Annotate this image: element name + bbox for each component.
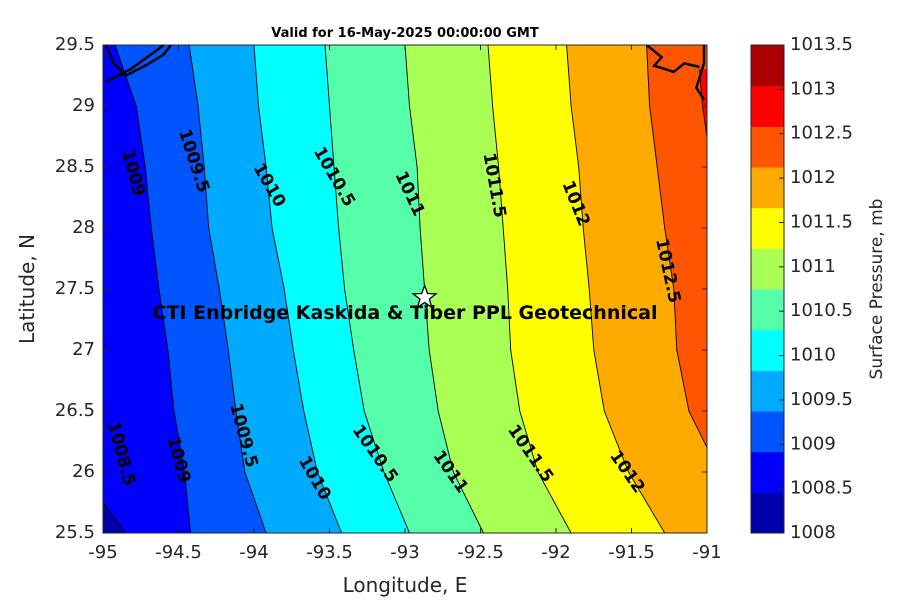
colorbar-segment [751, 411, 784, 453]
y-tick-label: 29 [72, 95, 95, 116]
y-tick-label: 27 [72, 339, 95, 360]
colorbar-tick-label: 1012.5 [790, 123, 853, 144]
colorbar-label: Surface Pressure, mb [867, 199, 887, 380]
colorbar-tick-label: 1013 [790, 78, 836, 99]
x-axis-ticks: -95 -94.5 -94 -93.5 -93 -92.5 -92 -91.5 -91 [88, 45, 722, 563]
colorbar-segment [751, 85, 784, 127]
site-annotation: CTI Enbridge Kaskida & Tiber PPL Geotech… [153, 302, 658, 324]
contour-line-1011.5 [487, 45, 572, 533]
y-axis-ticks: 25.5 26 26.5 27 27.5 28 28.5 29 29.5 [55, 34, 707, 543]
contour-lines [103, 45, 707, 533]
colorbar-tick-label: 1013.5 [790, 34, 853, 55]
colorbar-tick-label: 1010.5 [790, 300, 853, 321]
coastline-segment [104, 45, 172, 78]
coastline-segment [105, 45, 165, 83]
colorbar-frame [750, 44, 785, 534]
pressure-fill [103, 45, 707, 533]
site-star-marker [411, 283, 438, 309]
y-tick-label: 26.5 [55, 400, 95, 421]
x-tick-label: -91 [692, 542, 721, 563]
colorbar-tick-label: 1011 [790, 256, 836, 277]
contour-line-1008.5 [103, 502, 127, 533]
contour-line-1009.5 [188, 45, 267, 533]
y-tick-label: 27.5 [55, 278, 95, 299]
colorbar-segment [751, 126, 784, 168]
colorbar-segment [751, 492, 784, 534]
colorbar-segment [751, 207, 784, 249]
band-1013 [699, 69, 707, 137]
x-tick-label: -95 [88, 542, 117, 563]
contour-line-1012.5 [646, 45, 707, 448]
x-tick-label: -93.5 [306, 542, 353, 563]
colorbar-tick-label: 1009.5 [790, 389, 853, 410]
colorbar-segment [751, 289, 784, 331]
chart-title: Valid for 16-May-2025 00:00:00 GMT [271, 26, 539, 41]
y-tick-label: 29.5 [55, 34, 95, 55]
coastline-segment [645, 45, 700, 74]
y-axis-label: Latitude, N [15, 234, 39, 344]
y-tick-label: 28.5 [55, 156, 95, 177]
x-tick-label: -92.5 [457, 542, 504, 563]
colorbar-tick-label: 1008 [790, 522, 836, 543]
contour-line-1010.5 [324, 45, 410, 533]
y-tick-label: 28 [72, 217, 95, 238]
colorbar-segment [751, 329, 784, 371]
colorbar-tick-label: 1008.5 [790, 478, 853, 499]
annotations: CTI Enbridge Kaskida & Tiber PPL Geotech… [153, 283, 658, 324]
x-tick-label: -93 [390, 542, 419, 563]
y-tick-label: 26 [72, 461, 95, 482]
colorbar-tick-label: 1009 [790, 433, 836, 454]
colorbar-segment [751, 248, 784, 290]
contour-line-1012 [566, 45, 666, 533]
x-tick-label: -94.5 [155, 542, 202, 563]
colorbar-segment [751, 45, 784, 87]
x-tick-label: -91.5 [608, 542, 655, 563]
colorbar: 1008 1008.5 1009 1009.5 1010 1010.5 1011 1011.5… [750, 34, 853, 543]
colorbar-segment [751, 167, 784, 209]
colorbar-segment [751, 451, 784, 493]
colorbar-tick-label: 1012 [790, 167, 836, 188]
contour-line-1009 [114, 45, 192, 533]
contour-line-1010 [253, 45, 343, 533]
x-tick-label: -94 [239, 542, 268, 563]
x-tick-label: -92 [541, 542, 570, 563]
colorbar-segment [751, 370, 784, 412]
x-axis-label: Longitude, E [343, 573, 468, 597]
y-tick-label: 25.5 [55, 522, 95, 543]
colorbar-tick-label: 1011.5 [790, 211, 853, 232]
colorbar-tick-label: 1010 [790, 345, 836, 366]
band-1012.5 [646, 45, 707, 448]
